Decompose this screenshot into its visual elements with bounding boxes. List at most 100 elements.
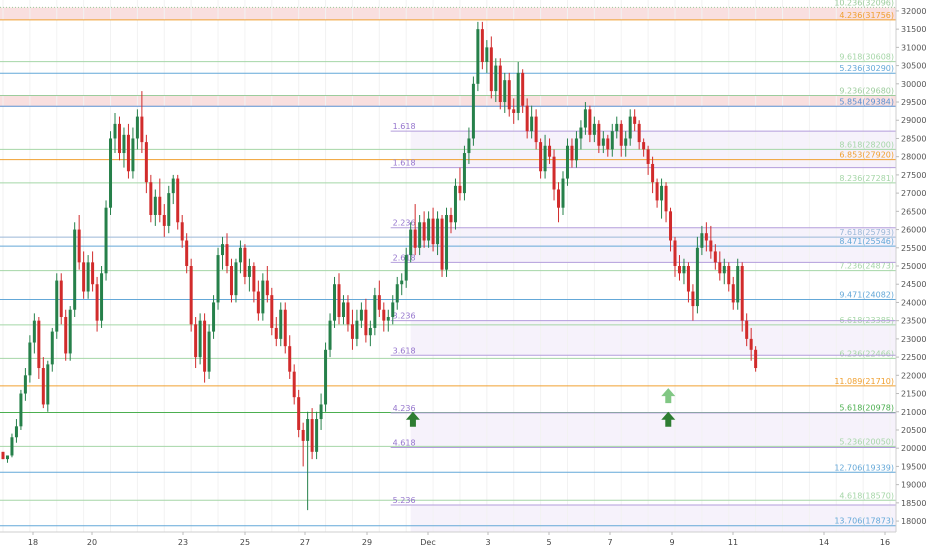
candle-body <box>306 419 310 441</box>
candle-body <box>328 320 332 350</box>
candle-body <box>731 284 735 303</box>
x-tick-label: 20 <box>87 538 97 547</box>
y-tick-label: 18000 <box>901 517 926 526</box>
candle-body <box>543 145 547 172</box>
level-label: 6.853(27920) <box>839 151 894 160</box>
candle-body <box>162 214 166 226</box>
level-label: 5.236(20050) <box>839 437 894 446</box>
candle-body <box>324 349 328 405</box>
candle-body <box>413 229 417 248</box>
shaded-box <box>410 227 896 263</box>
candle-body <box>310 419 314 452</box>
candle-body <box>579 127 583 139</box>
y-tick-label: 32000 <box>901 7 926 16</box>
purple-level-label: 5.236 <box>393 496 416 505</box>
up-arrow <box>405 411 420 427</box>
candle-body <box>686 266 690 292</box>
x-tick-label: 29 <box>362 538 372 547</box>
candle-body <box>691 291 695 307</box>
candle-body <box>534 116 538 143</box>
candle-body <box>153 196 157 215</box>
y-tick-label: 22000 <box>901 371 926 380</box>
candle-body <box>391 302 395 318</box>
candle-body <box>395 284 399 303</box>
candle-body <box>601 138 605 146</box>
level-label: 4.618(18570) <box>839 491 894 500</box>
candle-body <box>624 138 628 146</box>
candle-body <box>574 138 578 161</box>
candle-body <box>583 109 587 128</box>
y-tick-label: 27500 <box>901 171 926 180</box>
resistance-zones <box>0 7 896 107</box>
y-tick-label: 19500 <box>901 462 926 471</box>
y-tick-label: 21000 <box>901 408 926 417</box>
candle-body <box>265 280 269 296</box>
candle-body <box>651 163 655 183</box>
candle-body <box>503 80 507 103</box>
candle-body <box>704 233 708 241</box>
candle-body <box>418 222 422 248</box>
y-tick-label: 19000 <box>901 481 926 490</box>
candle-body <box>32 320 36 343</box>
candle-body <box>355 320 359 339</box>
up-arrow <box>661 411 676 427</box>
candle-body <box>565 145 569 179</box>
candle-body <box>655 182 659 201</box>
candle-body <box>695 247 699 307</box>
candle-body <box>449 214 453 223</box>
level-label: 5.618(20978) <box>839 404 894 413</box>
candle-body <box>400 280 404 285</box>
candle-body <box>158 196 162 215</box>
x-tick-label: 5 <box>546 538 551 547</box>
candle-body <box>167 193 171 226</box>
candle-body <box>507 80 511 110</box>
candle-body <box>754 349 758 369</box>
level-label: 9.471(24082) <box>839 290 894 299</box>
candle-body <box>637 123 641 143</box>
x-axis: 18 20 23 25 27 29 Dec 3 5 7 9 11 14 16 <box>0 531 896 547</box>
shaded-boxes <box>410 131 896 532</box>
x-tick-label: 9 <box>669 538 674 547</box>
candle-body <box>185 240 189 266</box>
candle-body <box>14 426 18 438</box>
candle-body <box>252 266 256 292</box>
candle-body <box>91 262 95 285</box>
level-label: 5.854(29384) <box>839 97 894 106</box>
y-tick-label: 28000 <box>901 153 926 162</box>
candle-body <box>283 309 287 347</box>
candle-body <box>270 295 274 328</box>
candle-body <box>740 266 744 321</box>
candle-body <box>131 138 135 172</box>
candle-body <box>64 317 68 354</box>
candle-body <box>176 178 180 223</box>
candle-body <box>297 397 301 430</box>
candle-body <box>382 309 386 321</box>
candle-body <box>368 327 372 336</box>
candle-body <box>745 320 749 339</box>
level-label: 10.236(32096) <box>834 0 894 7</box>
purple-level-label: 3.618 <box>393 346 416 355</box>
candle-body <box>422 222 426 241</box>
arrows <box>405 388 676 427</box>
candle-body <box>341 302 345 318</box>
candle-body <box>261 280 265 314</box>
candle-body <box>548 145 552 157</box>
y-tick-label: 18500 <box>901 499 926 508</box>
candle-body <box>427 218 431 241</box>
candle-body <box>68 309 72 354</box>
candle-body <box>610 131 614 150</box>
candle-body <box>104 207 108 274</box>
candle-body <box>113 123 117 139</box>
candle-body <box>59 280 63 318</box>
candle-body <box>55 280 59 332</box>
candle-body <box>436 218 440 245</box>
candle-body <box>28 342 32 376</box>
y-tick-label: 29500 <box>901 98 926 107</box>
up-arrow <box>661 388 676 404</box>
candle-body <box>713 251 717 263</box>
candle-body <box>100 273 104 321</box>
candle-body <box>619 123 623 146</box>
x-tick-label: 18 <box>28 538 38 547</box>
candle-body <box>462 153 466 194</box>
candle-body <box>95 284 99 321</box>
